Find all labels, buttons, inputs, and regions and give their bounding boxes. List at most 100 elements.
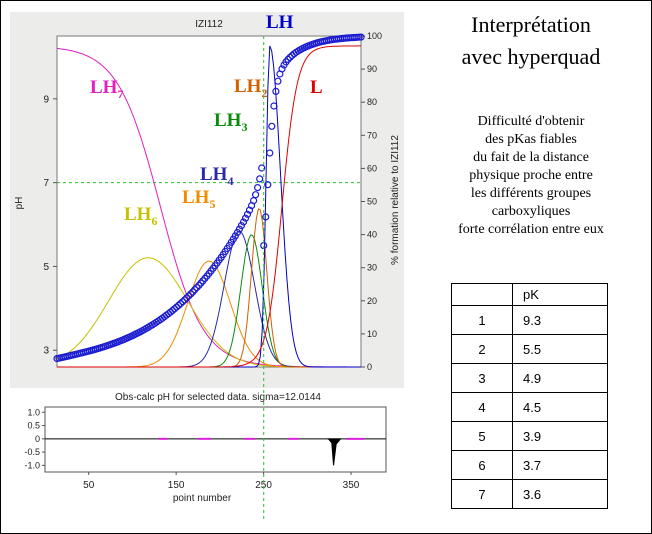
ph-marker	[235, 225, 243, 233]
ph-marker	[189, 288, 197, 296]
main-plot-title: IZI112	[195, 19, 223, 30]
pct-tick-label: 80	[367, 97, 377, 107]
ph-tick-label: 9	[43, 94, 49, 105]
pk-table-header-pk: pK	[512, 283, 608, 306]
ph-marker-series	[53, 33, 365, 363]
species-curves	[56, 45, 361, 368]
pct-tick-label: 10	[367, 329, 377, 339]
series-label-subscript: 3	[241, 120, 247, 134]
series-label-l: L	[310, 77, 323, 98]
residual-series: 1.0 0.5 0 -0.5 -1.0 50 150 250 350	[24, 407, 386, 491]
pk-value-cell: 3.6	[512, 479, 608, 509]
ph-marker	[183, 294, 191, 302]
ph-marker	[173, 303, 181, 311]
ph-marker	[274, 77, 282, 85]
residual-y-tick-label: -0.5	[24, 447, 40, 457]
ph-tick-label: 7	[43, 178, 49, 189]
pct-tick-label: 40	[367, 230, 377, 240]
series-label-subscript: 6	[151, 214, 157, 228]
series-label-subscript: 5	[209, 197, 215, 211]
ph-marker	[175, 301, 183, 309]
ph-marker	[177, 300, 185, 308]
ph-marker	[193, 284, 201, 292]
residual-x-tick-label: 150	[168, 480, 185, 491]
ph-marker	[256, 175, 264, 183]
pk-table-header-row: pK	[451, 283, 608, 306]
ph-marker	[179, 298, 187, 306]
pk-index-cell: 1	[451, 305, 513, 335]
series-label-main: LH	[214, 110, 242, 131]
series-label-lh5: LH5	[182, 187, 215, 211]
series-label-main: LH	[90, 77, 118, 98]
series-label-lh3: LH3	[214, 110, 247, 134]
pk-value-cell: 5.5	[512, 334, 608, 364]
series-label-lh6: LH6	[124, 204, 157, 228]
pk-index-cell: 7	[451, 479, 513, 509]
ph-marker	[266, 149, 274, 157]
note-line-1: Difficulté d'obtenir	[477, 114, 585, 129]
ph-marker	[243, 210, 252, 218]
residual-x-axis-label: point number	[173, 493, 232, 504]
ph-marker	[237, 222, 245, 230]
pct-tick-label: 50	[367, 197, 377, 207]
series-label-lh: LH	[266, 12, 294, 33]
pk-table-header-index	[451, 283, 513, 306]
pct-tick-label: 70	[367, 130, 377, 140]
pk-table-row: 7 3.6	[451, 479, 608, 509]
ph-marker	[262, 213, 270, 221]
residual-x-tick-label: 250	[255, 480, 272, 491]
note-line-3: du fait de la distance	[473, 150, 589, 165]
residual-plot-title: Obs-calc pH for selected data. sigma=12.…	[115, 392, 321, 403]
ph-marker	[181, 296, 189, 304]
ph-marker	[254, 184, 262, 192]
y-axis-label: pH	[14, 197, 25, 210]
residual-x-tick-label: 350	[343, 480, 360, 491]
ph-marker	[264, 181, 272, 189]
ph-marker	[272, 87, 280, 96]
ph-marker	[268, 122, 276, 130]
pk-value-cell: 9.3	[512, 305, 608, 335]
ph-marker	[191, 286, 199, 294]
series-label-subscript: 4	[227, 174, 233, 188]
note-line-4: physique proche entre	[469, 168, 593, 183]
pct-tick-label: 30	[367, 263, 377, 273]
pk-index-cell: 4	[451, 392, 513, 422]
ph-marker	[284, 55, 292, 64]
pk-index-cell: 3	[451, 363, 513, 393]
series-label-main: LH	[124, 204, 152, 225]
series-label-lh4: LH4	[200, 164, 233, 188]
series-label-main: L	[310, 77, 323, 98]
series-label-main: LH	[234, 76, 262, 97]
residual-y-tick-label: -1.0	[24, 460, 40, 470]
note-line-5: les différents groupes	[470, 186, 592, 201]
ph-marker	[357, 33, 365, 41]
pk-value-cell: 3.7	[512, 450, 608, 480]
residual-y-tick-label: 1.0	[27, 407, 40, 417]
series-label-lh7: LH7	[90, 77, 123, 101]
series-label-main: LH	[200, 164, 228, 185]
species-curve-l	[57, 45, 361, 368]
slide-title-line-2: avec hyperquad	[461, 44, 601, 69]
pk-index-cell: 2	[451, 334, 513, 364]
ph-marker	[187, 290, 195, 298]
ph-tick-label: 3	[43, 346, 49, 357]
ph-marker	[185, 292, 193, 300]
residual-y-tick-label: 0	[35, 434, 40, 444]
pk-value-cell: 4.9	[512, 363, 608, 393]
pk-table-row: 3 4.9	[451, 363, 608, 393]
note-line-2: des pKas fiables	[485, 132, 577, 147]
pct-tick-label: 100	[367, 31, 382, 41]
pk-table: pK 1 9.3 2 5.5 3 4.9 4 4.5 5 3.9 6 3.7 7 3.6	[451, 283, 608, 509]
y2-axis-label: % formation relative to IZI112	[390, 135, 401, 265]
ph-marker	[258, 164, 266, 172]
ph-marker	[278, 65, 286, 73]
ph-marker	[286, 53, 294, 61]
ph-tick-label: 5	[43, 262, 49, 273]
residual-y-tick-label: 0.5	[27, 421, 40, 431]
pk-table-row: 1 9.3	[451, 305, 608, 335]
pk-value-cell: 4.5	[512, 392, 608, 422]
pk-value-cell: 3.9	[512, 421, 608, 451]
residual-x-tick-label: 50	[83, 480, 95, 491]
